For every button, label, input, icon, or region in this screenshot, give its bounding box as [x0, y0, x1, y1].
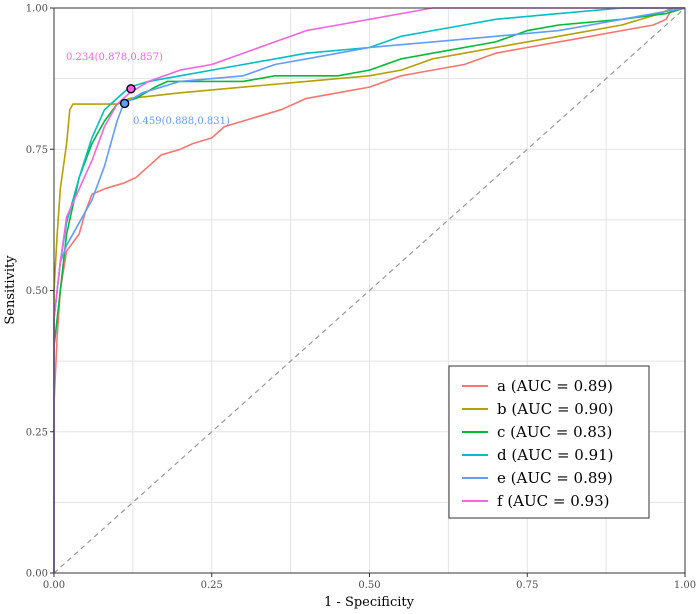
y-tick-label: 1.00 — [26, 4, 48, 15]
roc-curves — [53, 7, 686, 573]
y-axis-title: Sensitivity — [3, 255, 18, 325]
x-tick-label: 0.25 — [201, 580, 223, 591]
legend-label-c: c (AUC = 0.83) — [497, 423, 612, 441]
roc-curve-b — [53, 7, 685, 573]
cutoff-annotation-2: 0.459(0.888,0.831) — [133, 116, 230, 127]
x-axis-title: 1 - Specificity — [324, 595, 415, 610]
roc-curve-f — [53, 7, 685, 573]
legend-label-a: a (AUC = 0.89) — [497, 377, 613, 395]
legend-label-d: d (AUC = 0.91) — [497, 446, 614, 464]
x-tick-label: 1.00 — [674, 580, 696, 591]
legend-label-e: e (AUC = 0.89) — [497, 469, 613, 487]
y-tick-label: 0.50 — [26, 286, 48, 297]
x-tick-label: 0.75 — [516, 580, 538, 591]
cutoff-marker-2 — [119, 98, 130, 109]
annotation-labels: 0.234(0.878,0.857) 0.459(0.888,0.831) — [66, 52, 230, 127]
x-tick-label: 0.50 — [358, 580, 380, 591]
legend-label-b: b (AUC = 0.90) — [497, 400, 614, 418]
y-axis-ticks: 0.00 0.25 0.50 0.75 1.00 — [26, 4, 54, 580]
cutoff-markers — [119, 84, 136, 109]
x-tick-label: 0.00 — [43, 580, 65, 591]
x-axis-ticks: 0.00 0.25 0.50 0.75 1.00 — [43, 573, 696, 591]
legend: a (AUC = 0.89) b (AUC = 0.90) c (AUC = 0.8… — [448, 365, 650, 519]
roc-curve-d — [53, 7, 685, 573]
y-tick-label: 0.00 — [26, 569, 48, 580]
y-tick-label: 0.25 — [26, 427, 48, 438]
roc-curve-e — [53, 7, 686, 573]
roc-curve-a — [53, 7, 685, 573]
cutoff-marker-1 — [126, 84, 136, 94]
cutoff-annotation-1: 0.234(0.878,0.857) — [66, 52, 163, 63]
legend-box — [448, 365, 650, 519]
y-tick-label: 0.75 — [26, 145, 48, 156]
legend-label-f: f (AUC = 0.93) — [497, 492, 609, 510]
diagonal-reference-line — [53, 7, 686, 574]
